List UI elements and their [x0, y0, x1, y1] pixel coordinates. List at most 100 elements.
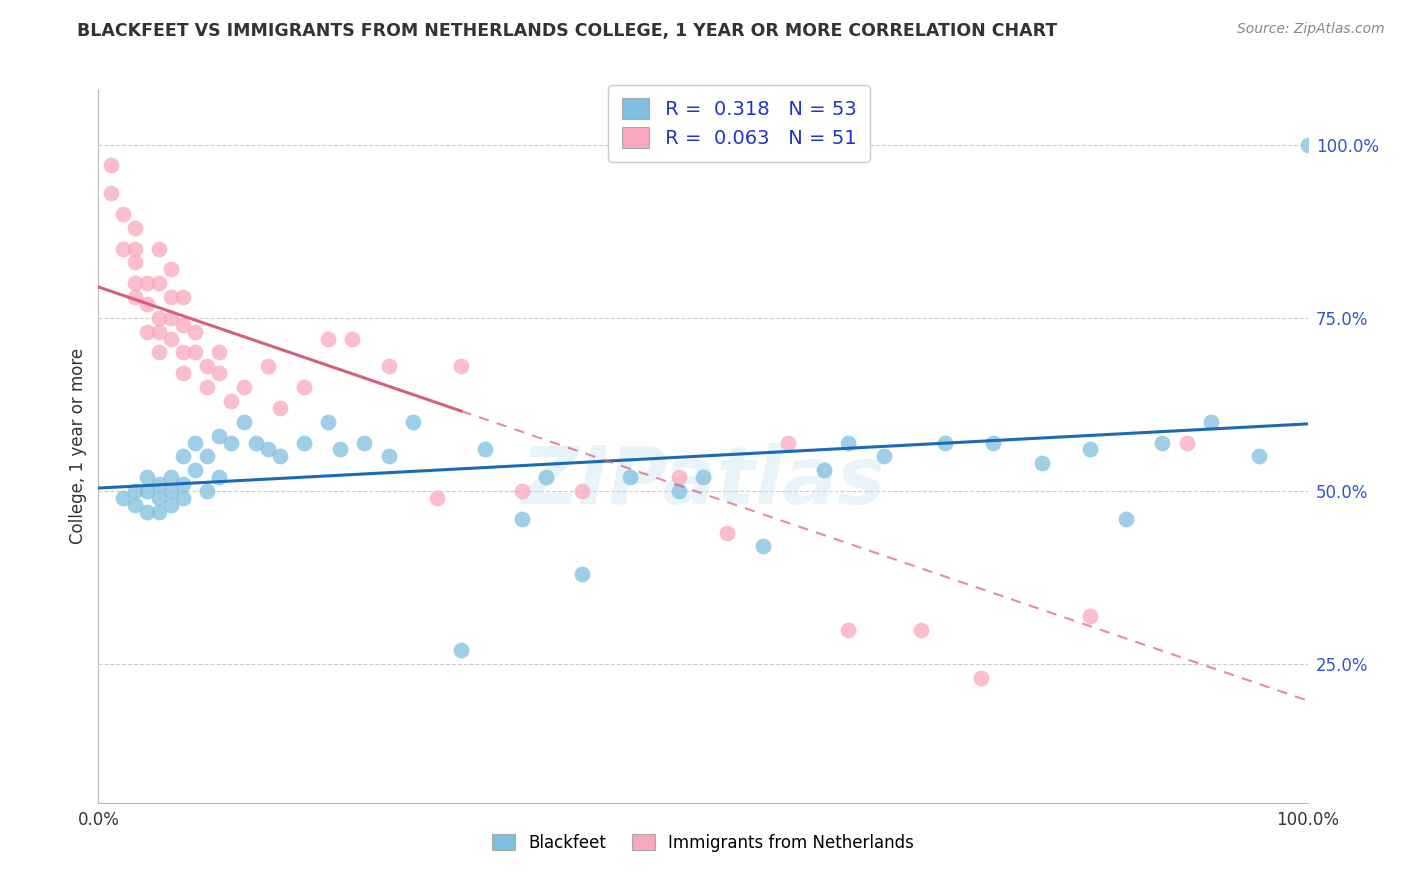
Point [873, 450, 896, 464]
Text: ZIPatlas: ZIPatlas [520, 442, 886, 521]
Point [160, 310, 183, 325]
Point [124, 255, 146, 269]
Point [426, 491, 449, 505]
Text: BLACKFEET VS IMMIGRANTS FROM NETHERLANDS COLLEGE, 1 YEAR OR MORE CORRELATION CHA: BLACKFEET VS IMMIGRANTS FROM NETHERLANDS… [77, 22, 1057, 40]
Point [450, 643, 472, 657]
Point [160, 262, 183, 277]
Legend: Blackfeet, Immigrants from Netherlands: Blackfeet, Immigrants from Netherlands [485, 828, 921, 859]
Point [450, 359, 472, 374]
Point [692, 470, 714, 484]
Point [1115, 512, 1137, 526]
Point [124, 483, 146, 498]
Point [135, 505, 157, 519]
Point [111, 207, 134, 221]
Point [148, 477, 170, 491]
Point [208, 366, 231, 380]
Point [172, 450, 194, 464]
Point [377, 359, 399, 374]
Point [148, 505, 170, 519]
Point [172, 290, 194, 304]
Point [1078, 608, 1101, 623]
Point [172, 345, 194, 359]
Point [269, 450, 291, 464]
Point [668, 483, 690, 498]
Point [534, 470, 557, 484]
Point [716, 525, 738, 540]
Point [329, 442, 352, 457]
Point [256, 442, 278, 457]
Point [195, 483, 218, 498]
Point [148, 242, 170, 256]
Point [1078, 442, 1101, 457]
Point [195, 359, 218, 374]
Point [837, 435, 859, 450]
Point [160, 290, 183, 304]
Point [135, 297, 157, 311]
Point [316, 415, 339, 429]
Point [1249, 450, 1271, 464]
Point [619, 470, 641, 484]
Point [510, 483, 533, 498]
Point [402, 415, 425, 429]
Point [124, 242, 146, 256]
Point [970, 671, 993, 685]
Text: Source: ZipAtlas.com: Source: ZipAtlas.com [1237, 22, 1385, 37]
Point [135, 470, 157, 484]
Point [1152, 435, 1174, 450]
Point [1031, 456, 1053, 470]
Point [208, 428, 231, 442]
Point [292, 380, 315, 394]
Point [184, 345, 207, 359]
Point [100, 158, 122, 172]
Point [148, 491, 170, 505]
Point [195, 450, 218, 464]
Point [981, 435, 1004, 450]
Point [148, 276, 170, 290]
Point [474, 442, 496, 457]
Point [910, 623, 932, 637]
Point [232, 380, 254, 394]
Point [342, 332, 364, 346]
Point [208, 345, 231, 359]
Point [245, 435, 267, 450]
Point [160, 498, 183, 512]
Point [221, 394, 243, 409]
Point [208, 470, 231, 484]
Point [111, 491, 134, 505]
Point [776, 435, 799, 450]
Point [1175, 435, 1198, 450]
Point [124, 498, 146, 512]
Point [172, 491, 194, 505]
Y-axis label: College, 1 year or more: College, 1 year or more [69, 348, 87, 544]
Point [1199, 415, 1222, 429]
Point [124, 220, 146, 235]
Point [510, 512, 533, 526]
Point [292, 435, 315, 450]
Point [148, 325, 170, 339]
Point [135, 276, 157, 290]
Point [256, 359, 278, 374]
Point [221, 435, 243, 450]
Point [172, 366, 194, 380]
Point [571, 483, 593, 498]
Point [184, 435, 207, 450]
Point [752, 540, 775, 554]
Point [184, 325, 207, 339]
Point [160, 332, 183, 346]
Point [377, 450, 399, 464]
Point [269, 401, 291, 415]
Point [571, 567, 593, 582]
Point [148, 310, 170, 325]
Point [100, 186, 122, 201]
Point [124, 276, 146, 290]
Point [232, 415, 254, 429]
Point [148, 345, 170, 359]
Point [135, 483, 157, 498]
Point [135, 325, 157, 339]
Point [813, 463, 835, 477]
Point [160, 483, 183, 498]
Point [934, 435, 956, 450]
Point [172, 477, 194, 491]
Point [172, 318, 194, 332]
Point [111, 242, 134, 256]
